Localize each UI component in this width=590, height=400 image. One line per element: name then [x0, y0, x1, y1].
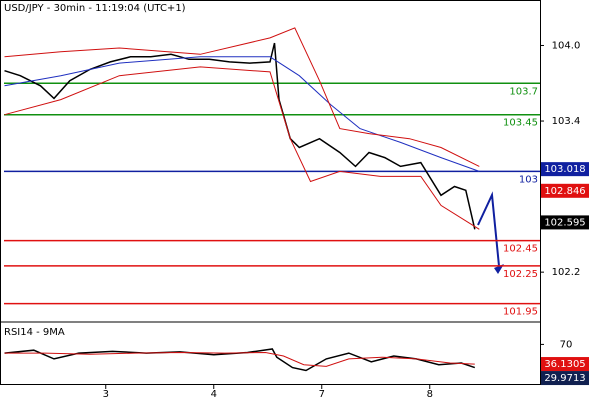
series-line — [4, 66, 480, 230]
y-tick-label: 103.4 — [552, 116, 581, 127]
x-tick-label: 7 — [319, 389, 325, 400]
price-tag-label: 102.595 — [544, 217, 585, 228]
price-tag-label: 103.018 — [544, 164, 585, 175]
price-tag — [541, 215, 589, 230]
plot-frame — [0, 0, 541, 385]
level-label: 103.45 — [503, 118, 538, 129]
y-tick-label: 104.0 — [552, 40, 581, 51]
y-tick-label: 102.2 — [552, 267, 581, 278]
series-line — [4, 56, 480, 172]
level-label: 102.25 — [503, 269, 538, 280]
series-line — [4, 351, 475, 367]
forecast-arrow — [477, 191, 500, 267]
level-label: 101.95 — [503, 307, 538, 318]
series-line — [4, 42, 476, 230]
y-tick-label: 70 — [560, 339, 573, 350]
price-tag — [541, 357, 589, 372]
price-tag — [541, 183, 589, 198]
series-line — [4, 27, 480, 167]
level-label: 102.45 — [503, 244, 538, 255]
x-tick-label: 4 — [211, 389, 217, 400]
price-tag-label: 102.846 — [544, 186, 585, 197]
price-tag — [541, 162, 589, 177]
price-tag-label: 29.9713 — [544, 373, 585, 384]
chart-title: USD/JPY - 30min - 11:19:04 (UTC+1) — [4, 3, 186, 14]
x-tick-label: 8 — [427, 389, 433, 400]
level-label: 103 — [519, 174, 538, 185]
indicator-title: RSI14 - 9MA — [4, 327, 65, 338]
price-tag-label: 36.1305 — [544, 359, 585, 370]
series-line — [4, 348, 476, 372]
x-tick-label: 3 — [103, 389, 109, 400]
level-label: 103.7 — [509, 86, 538, 97]
price-tag — [541, 371, 589, 386]
